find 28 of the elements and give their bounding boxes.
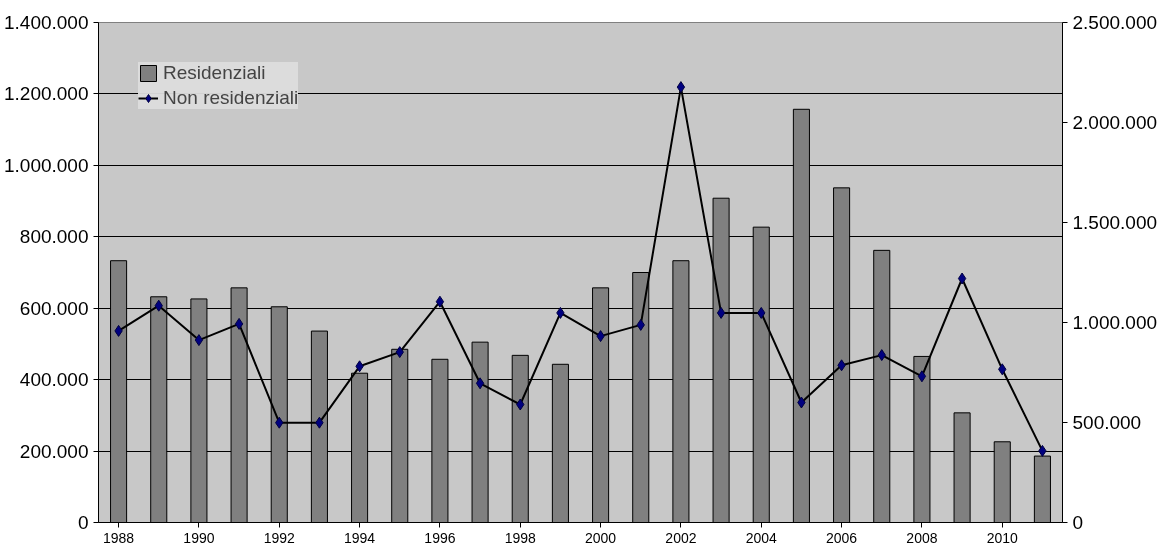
x-tick-label: 1998: [504, 529, 537, 546]
x-tick-label: 1990: [183, 529, 215, 546]
y-tick-label: 1.000.000: [3, 154, 89, 176]
x-tick-label: 2010: [986, 529, 1019, 546]
x-tick-label: 2002: [665, 529, 697, 546]
y2-tick-label: 2.000.000: [1072, 112, 1158, 133]
x-tick-label: 2004: [745, 529, 778, 546]
y-tick-label: 200.000: [19, 440, 89, 462]
x-tick-label: 1988: [103, 529, 135, 546]
legend-label: Residenziali: [163, 62, 266, 84]
y-tick-label: 0: [77, 512, 89, 533]
x-tick-label: 1994: [344, 529, 376, 546]
y2-tick-label: 1.000.000: [1072, 312, 1158, 333]
y2-tick-label: 1.500.000: [1072, 212, 1158, 233]
x-tick-label: 2008: [906, 529, 938, 546]
y-tick-label: 800.000: [19, 226, 89, 248]
x-tick-label: 1992: [263, 529, 296, 546]
y2-tick-label: 2.500.000: [1072, 12, 1158, 33]
x-tick-label: 2000: [585, 529, 617, 546]
legend-label: Non residenziali: [163, 87, 299, 109]
y-tick-label: 600.000: [19, 297, 89, 319]
y2-tick-label: 500.000: [1072, 412, 1142, 433]
y-tick-label: 1.400.000: [3, 12, 89, 33]
y-tick-label: 1.200.000: [3, 83, 89, 105]
y2-tick-label: 0: [1072, 512, 1084, 533]
y-tick-label: 400.000: [19, 369, 89, 391]
x-tick-label: 1996: [424, 529, 456, 546]
x-tick-label: 2006: [826, 529, 858, 546]
